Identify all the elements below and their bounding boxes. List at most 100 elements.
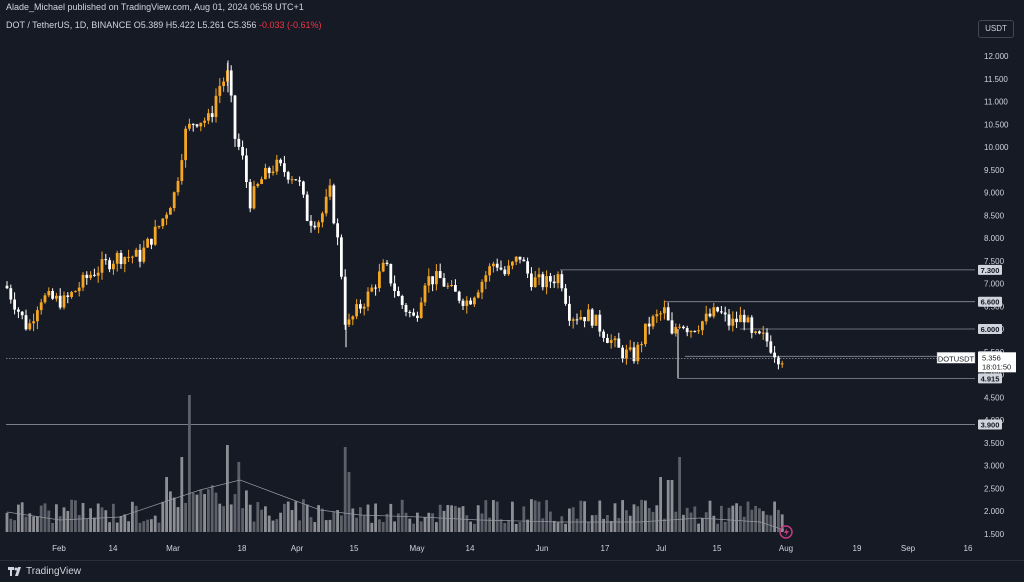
candle[interactable]	[503, 269, 507, 275]
candle[interactable]	[545, 276, 548, 288]
candle[interactable]	[701, 321, 704, 331]
candle[interactable]	[389, 263, 393, 284]
candle[interactable]	[332, 185, 336, 224]
candle[interactable]	[74, 291, 77, 293]
candle[interactable]	[530, 273, 533, 288]
candle[interactable]	[693, 330, 697, 332]
candle[interactable]	[351, 316, 355, 320]
candle[interactable]	[598, 314, 602, 332]
candle[interactable]	[697, 330, 700, 332]
candle[interactable]	[85, 274, 89, 278]
candle[interactable]	[685, 328, 689, 333]
candle[interactable]	[682, 326, 685, 329]
candle[interactable]	[176, 180, 180, 193]
candle[interactable]	[461, 300, 465, 306]
candle[interactable]	[153, 226, 157, 245]
candle[interactable]	[769, 341, 773, 353]
candle[interactable]	[146, 238, 149, 248]
candle[interactable]	[24, 315, 28, 330]
candle[interactable]	[731, 318, 735, 326]
candle[interactable]	[81, 274, 85, 288]
candle[interactable]	[427, 276, 431, 286]
candle[interactable]	[283, 163, 286, 173]
candle[interactable]	[678, 326, 681, 328]
candle[interactable]	[495, 263, 499, 268]
candle[interactable]	[264, 167, 267, 180]
candle[interactable]	[127, 256, 130, 258]
candle[interactable]	[260, 179, 263, 184]
candle[interactable]	[511, 261, 514, 266]
candle[interactable]	[773, 352, 776, 358]
candle[interactable]	[157, 226, 161, 228]
candle[interactable]	[385, 262, 389, 264]
candle[interactable]	[765, 332, 769, 342]
candle[interactable]	[583, 317, 586, 322]
candle[interactable]	[381, 262, 385, 272]
candle[interactable]	[366, 291, 370, 307]
candle[interactable]	[245, 155, 248, 183]
candle[interactable]	[400, 295, 404, 305]
candle[interactable]	[286, 172, 290, 180]
candle[interactable]	[20, 311, 24, 316]
candle[interactable]	[298, 180, 301, 182]
candle[interactable]	[473, 297, 476, 305]
candle[interactable]	[256, 183, 260, 187]
candle[interactable]	[442, 278, 446, 287]
candle[interactable]	[336, 223, 339, 238]
candle[interactable]	[279, 159, 282, 164]
candle[interactable]	[708, 313, 712, 317]
candle[interactable]	[210, 113, 214, 117]
candle[interactable]	[446, 285, 450, 287]
candle[interactable]	[58, 295, 62, 308]
candle[interactable]	[670, 320, 674, 334]
candle[interactable]	[321, 213, 324, 223]
candle[interactable]	[492, 263, 495, 267]
candle[interactable]	[537, 274, 541, 278]
candle[interactable]	[518, 256, 522, 260]
candle[interactable]	[621, 347, 624, 359]
candle[interactable]	[617, 338, 621, 348]
candle[interactable]	[480, 281, 484, 293]
candle[interactable]	[36, 310, 39, 322]
candle[interactable]	[104, 259, 108, 261]
candle[interactable]	[640, 344, 643, 346]
currency-button[interactable]: USDT	[978, 20, 1014, 38]
candle[interactable]	[138, 249, 142, 262]
candle[interactable]	[96, 272, 100, 276]
candle[interactable]	[62, 295, 66, 308]
candle[interactable]	[499, 267, 503, 270]
candle[interactable]	[659, 313, 662, 315]
candle[interactable]	[397, 291, 400, 296]
candle[interactable]	[522, 259, 526, 262]
candle[interactable]	[651, 316, 655, 327]
candle[interactable]	[647, 323, 651, 327]
candle[interactable]	[248, 182, 252, 209]
candle[interactable]	[739, 314, 742, 323]
level-tag[interactable]: 7.300	[978, 264, 1002, 275]
candle[interactable]	[552, 281, 556, 284]
candle[interactable]	[355, 304, 358, 317]
candle[interactable]	[43, 295, 47, 303]
candle[interactable]	[423, 285, 427, 303]
candle[interactable]	[55, 295, 58, 299]
candle[interactable]	[469, 300, 472, 305]
candle[interactable]	[309, 220, 313, 226]
candle[interactable]	[207, 113, 210, 121]
candle[interactable]	[359, 304, 362, 309]
candle[interactable]	[313, 225, 317, 228]
level-tag[interactable]: 6.000	[978, 324, 1002, 334]
candle[interactable]	[275, 159, 279, 172]
candle[interactable]	[70, 292, 73, 298]
candle[interactable]	[457, 291, 461, 301]
candle[interactable]	[393, 283, 396, 292]
candle[interactable]	[438, 271, 442, 279]
candle[interactable]	[13, 299, 16, 310]
candle[interactable]	[564, 288, 567, 304]
lightning-icon[interactable]	[779, 525, 793, 539]
candle[interactable]	[454, 284, 457, 292]
candle[interactable]	[746, 317, 750, 323]
candle[interactable]	[761, 332, 765, 334]
candle[interactable]	[636, 344, 640, 362]
candle[interactable]	[727, 314, 731, 326]
